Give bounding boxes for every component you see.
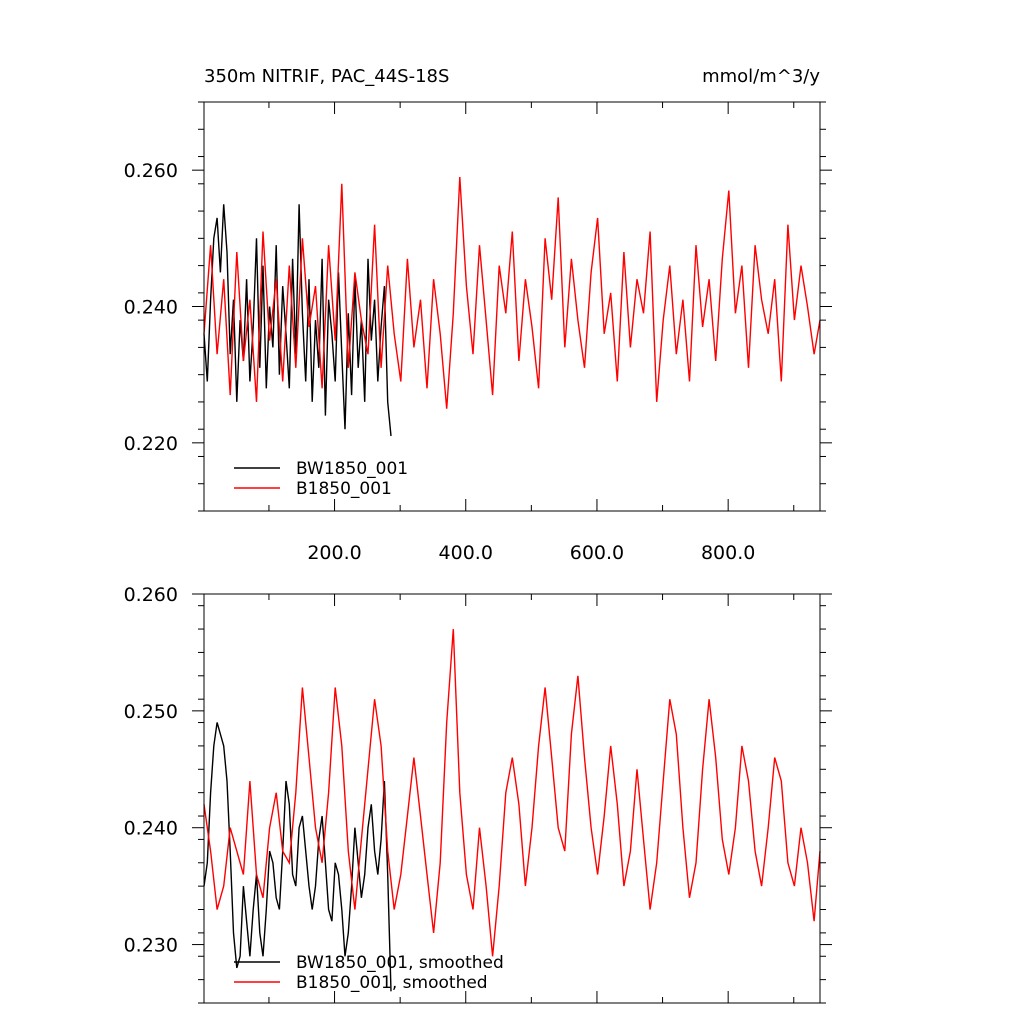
series-line-1: [203, 204, 392, 437]
legend-label: B1850_001: [296, 479, 392, 499]
plot-frame: [203, 593, 821, 1004]
y-ticks: [192, 101, 832, 512]
top-panel: 0.220 0.240 0.260 200.0 400.0 600.0 800.0 BW185…: [124, 101, 832, 564]
x-tick-label: 400.0: [439, 542, 493, 564]
series-line-2: [203, 176, 821, 409]
y-tick-label: 0.240: [124, 818, 178, 840]
y-tick-label: 0.220: [124, 433, 178, 455]
legend-label: BW1850_001, smoothed: [296, 953, 504, 973]
y-ticks: [192, 593, 832, 1004]
series-line-2: [203, 629, 821, 957]
y-tick-label: 0.250: [124, 701, 178, 723]
legend-label: B1850_001, smoothed: [296, 973, 488, 993]
y-tick-label: 0.230: [124, 935, 178, 957]
x-ticks: [268, 102, 795, 511]
y-tick-label: 0.240: [124, 297, 178, 319]
x-tick-label: 800.0: [701, 542, 755, 564]
chart-title: 350m NITRIF, PAC_44S-18S: [204, 66, 449, 87]
legend-label: BW1850_001: [296, 459, 408, 479]
bottom-panel: 0.230 0.240 0.250 0.260 BW1850_001, smoothed…: [124, 584, 832, 1004]
units-label: mmol/m^3/y: [702, 66, 820, 87]
series-line-1: [203, 722, 392, 992]
x-tick-label: 600.0: [570, 542, 624, 564]
x-tick-label: 200.0: [307, 542, 361, 564]
y-tick-label: 0.260: [124, 160, 178, 182]
x-ticks: [268, 594, 795, 1003]
y-tick-label: 0.260: [124, 584, 178, 606]
